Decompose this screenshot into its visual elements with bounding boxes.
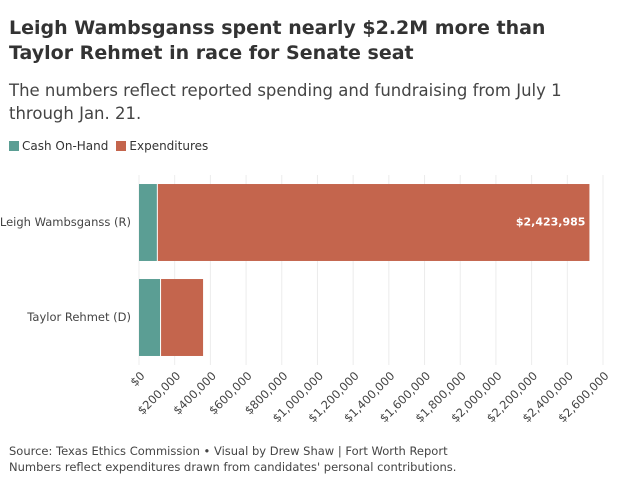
chart-subtitle: The numbers reflect reported spending an… xyxy=(9,81,562,123)
note: Numbers reflect expenditures drawn from … xyxy=(9,460,457,474)
data-label: $2,423,985 xyxy=(516,216,586,229)
bar-segment xyxy=(161,279,204,356)
y-tick-label: Leigh Wambsganss (R) xyxy=(0,215,131,229)
bar-segment xyxy=(157,184,590,261)
legend-label: Expenditures xyxy=(129,139,209,153)
notes: Source: Texas Ethics Commission • Visual… xyxy=(9,443,456,475)
chart-title: Leigh Wambsganss spent nearly $2.2M more… xyxy=(9,17,546,64)
legend-item: Expenditures xyxy=(116,139,208,153)
chart: $0$200,000$400,000$600,000$800,000$1,000… xyxy=(0,175,612,425)
x-tick-label: $0 xyxy=(127,369,147,389)
bar-segment xyxy=(139,279,161,356)
bar-segment xyxy=(139,184,157,261)
note: Source: Texas Ethics Commission • Visual… xyxy=(9,444,448,458)
legend: Cash On-Hand Expenditures xyxy=(9,139,208,153)
legend-item: Cash On-Hand xyxy=(9,139,108,153)
legend-swatch xyxy=(116,141,127,151)
legend-swatch xyxy=(9,141,19,151)
y-tick-label: Taylor Rehmet (D) xyxy=(26,310,131,324)
legend-label: Cash On-Hand xyxy=(22,139,109,153)
